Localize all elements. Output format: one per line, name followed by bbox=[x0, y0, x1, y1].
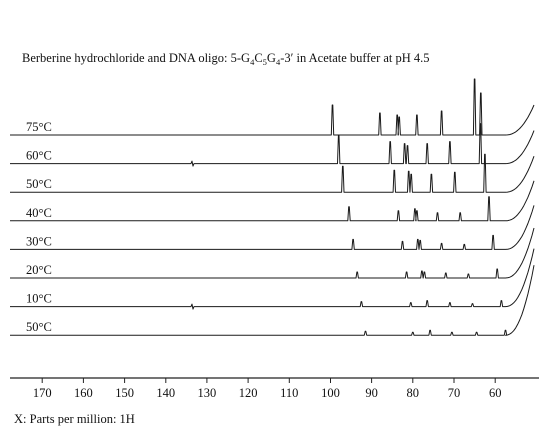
title-part: Berberine hydrochloride and DNA oligo: 5… bbox=[22, 51, 250, 65]
trace-label: 30°C bbox=[26, 234, 52, 248]
x-tick-label: 100 bbox=[321, 386, 340, 400]
spectrum-trace bbox=[10, 227, 535, 279]
trace-label: 10°C bbox=[26, 292, 52, 306]
x-tick-label: 90 bbox=[365, 386, 378, 400]
spectrum-trace bbox=[10, 205, 535, 250]
x-axis-label: X: Parts per million: 1H bbox=[14, 412, 135, 426]
x-tick-label: 130 bbox=[198, 386, 217, 400]
title-part: 4 bbox=[250, 57, 255, 67]
x-tick-label: 170 bbox=[33, 386, 52, 400]
trace-label: 40°C bbox=[26, 206, 52, 220]
title-part: C bbox=[254, 51, 262, 65]
x-tick-label: 140 bbox=[156, 386, 175, 400]
trace-label: 50°C bbox=[26, 177, 52, 191]
trace-label: 20°C bbox=[26, 263, 52, 277]
x-tick-label: 70 bbox=[448, 386, 461, 400]
x-tick-label: 110 bbox=[280, 386, 298, 400]
spectrum-trace bbox=[10, 153, 535, 193]
chart-title: Berberine hydrochloride and DNA oligo: 5… bbox=[22, 51, 430, 67]
spectrum-trace bbox=[10, 78, 535, 136]
title-part: 5 bbox=[263, 57, 267, 67]
x-tick-label: 120 bbox=[239, 386, 258, 400]
spectrum-trace bbox=[10, 123, 535, 167]
spectrum-trace bbox=[10, 180, 535, 222]
spectra-traces bbox=[10, 78, 535, 336]
trace-label: 50°C bbox=[26, 320, 52, 334]
x-tick-label: 150 bbox=[115, 386, 134, 400]
title-part: 4 bbox=[276, 57, 281, 67]
title-part: -3′ in Acetate buffer at pH 4.5 bbox=[280, 51, 429, 65]
x-tick-label: 60 bbox=[489, 386, 502, 400]
spectrum-trace bbox=[10, 248, 535, 310]
trace-label: 75°C bbox=[26, 120, 52, 134]
x-axis-ticks: 170 160 150 140 130 120 110 100 90 80 70 60 bbox=[33, 378, 502, 400]
x-tick-label: 80 bbox=[407, 386, 420, 400]
x-tick-label: 160 bbox=[74, 386, 93, 400]
trace-labels: 75°C 60°C 50°C 40°C 30°C 20°C 10°C 50°C bbox=[26, 120, 52, 334]
title-part: G bbox=[267, 51, 276, 65]
spectrum-trace bbox=[10, 265, 535, 336]
trace-label: 60°C bbox=[26, 149, 52, 163]
